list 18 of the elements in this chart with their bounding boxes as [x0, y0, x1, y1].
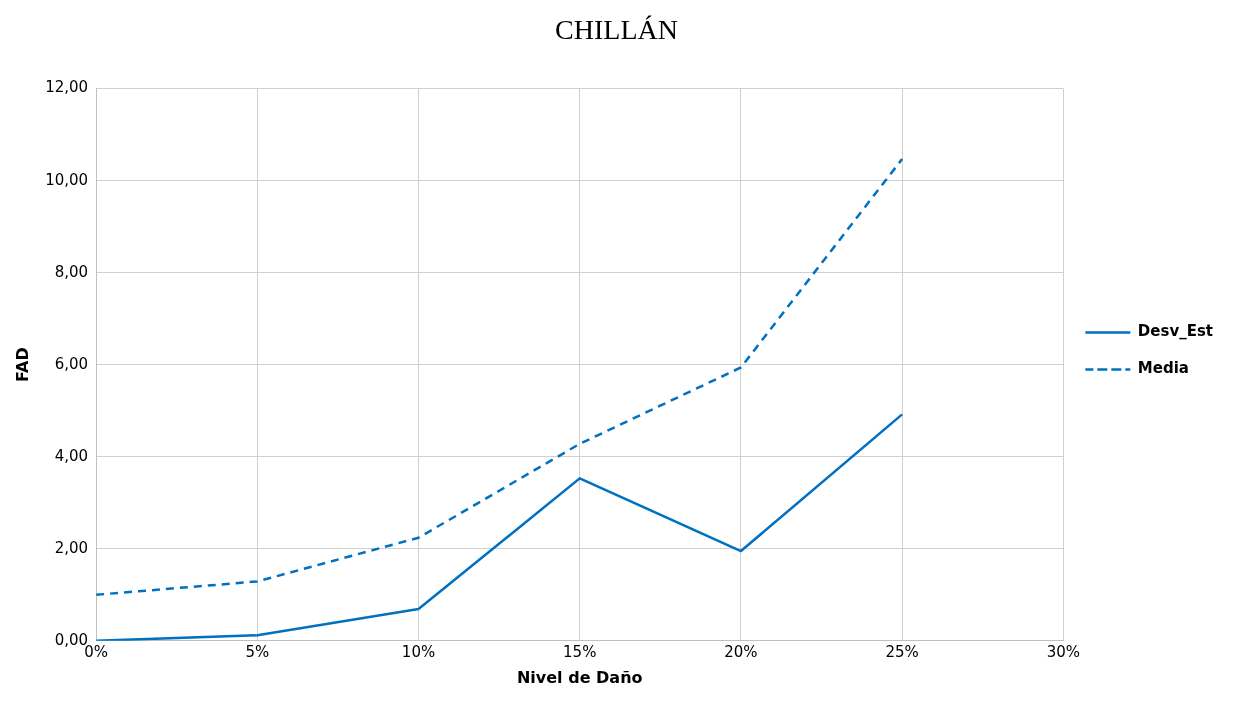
y-tick-label: 2,00	[54, 538, 89, 557]
legend-label: Desv_Est	[1137, 322, 1214, 341]
y-axis-title: FAD	[12, 347, 32, 383]
x-tick-label: 5%	[245, 642, 270, 661]
line-series	[96, 157, 904, 597]
x-tick-label: 15%	[563, 642, 597, 661]
x-axis-title: Nivel de Daño	[516, 667, 643, 687]
y-tick-label: 8,00	[54, 262, 89, 281]
x-tick-label: 10%	[401, 642, 436, 661]
y-tick-label: 10,00	[45, 170, 89, 189]
x-tick-label: 20%	[724, 642, 758, 661]
y-tick-label: 4,00	[54, 446, 89, 465]
chart-title: CHILLÁN	[555, 14, 678, 46]
y-tick-label: 6,00	[54, 354, 89, 373]
y-tick-label: 12,00	[45, 78, 89, 97]
x-tick-label: 25%	[885, 642, 919, 661]
x-tick-label: 30%	[1046, 642, 1080, 661]
legend-label: Media	[1137, 359, 1189, 378]
